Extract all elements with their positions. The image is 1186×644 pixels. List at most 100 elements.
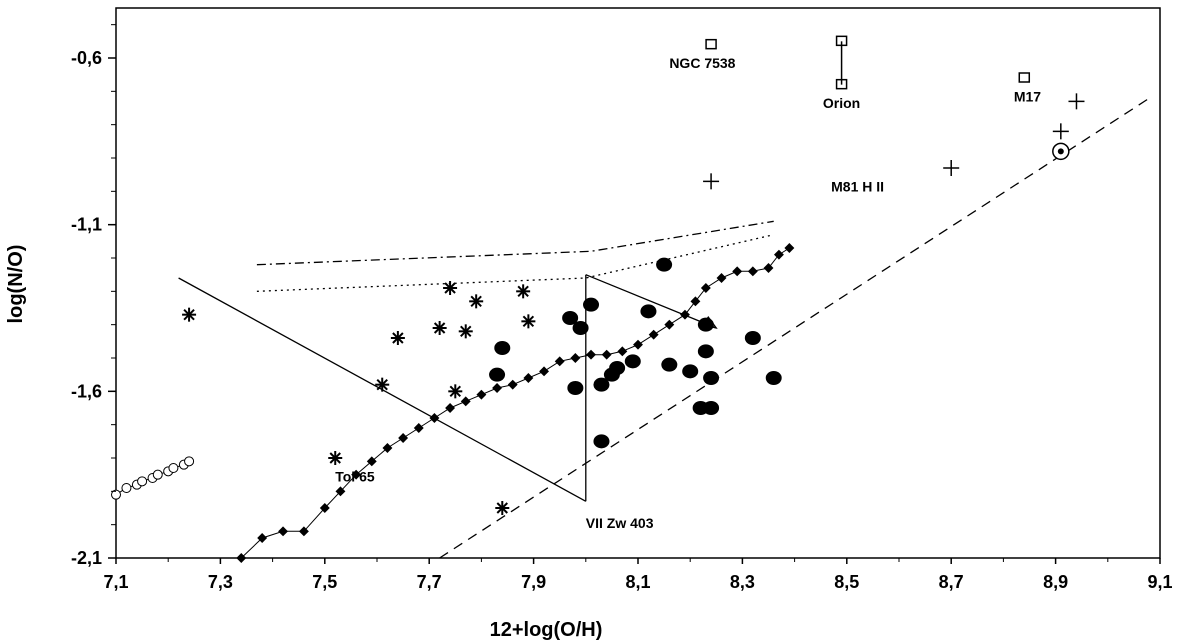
y-tick-label: -1,1 <box>71 215 102 235</box>
diamond-point <box>633 339 643 350</box>
asterisk-stroke <box>392 332 404 344</box>
asterisk-stroke <box>444 282 456 294</box>
open-circle-point <box>111 489 121 500</box>
open-circle-point <box>184 456 195 467</box>
diamond-point <box>523 373 534 383</box>
asterisk-stroke <box>433 322 446 334</box>
diamond-point <box>716 273 727 283</box>
diamond-point <box>429 413 440 423</box>
filled-circle-point <box>583 297 600 312</box>
asterisk-stroke <box>329 452 341 464</box>
diamond-point <box>298 526 309 537</box>
filled-circle-point <box>661 357 678 372</box>
diamond-point <box>763 263 774 273</box>
diamond-point <box>507 379 518 390</box>
asterisk-point <box>516 284 531 299</box>
plus-point <box>943 160 960 176</box>
asterisk-stroke <box>496 502 508 514</box>
filled-circle-point <box>593 377 610 392</box>
axis-ticks: 7,1 7,3 7,5 7,7 7,9 8,1 8,3 8,5 8,7 8,9 9,1 -0,6 -1,… <box>71 24 1173 592</box>
open-square-point <box>705 38 717 50</box>
y-tick-label: -2,1 <box>71 548 102 568</box>
diamond-point <box>664 319 675 330</box>
asterisk-stroke <box>449 385 462 398</box>
filled-circle-point <box>697 344 714 359</box>
filled-circle-point <box>640 304 657 319</box>
asterisk-point <box>469 294 484 309</box>
plus-point <box>703 173 720 190</box>
line-dash-dot <box>256 220 774 266</box>
diamond-point <box>570 353 581 363</box>
diamond-point <box>257 533 268 543</box>
asterisk-point <box>495 501 510 515</box>
filled-circle-point <box>572 321 589 335</box>
diamond-point <box>351 469 362 480</box>
diamond-point <box>601 349 612 360</box>
x-tick-label: 7,7 <box>417 572 442 592</box>
annotation-label: VII Zw 403 <box>586 515 654 531</box>
x-axis-title: 12+log(O/H) <box>490 619 603 641</box>
asterisk-stroke <box>470 295 482 308</box>
filled-circle-point <box>697 317 714 332</box>
asterisk-point <box>458 324 473 339</box>
annotation-label: NGC 7538 <box>669 55 735 71</box>
filled-circle-point <box>682 364 699 379</box>
line-dashed <box>439 97 1150 559</box>
asterisk-point <box>448 384 463 399</box>
filled-circle-point <box>765 371 782 385</box>
diamond-point <box>445 403 456 413</box>
plus-point <box>1068 93 1085 110</box>
annotation-label: M81 H II <box>831 178 884 194</box>
diamond-point <box>773 249 784 260</box>
annotation-label: M17 <box>1014 88 1041 104</box>
diamond-point <box>492 383 503 393</box>
asterisk-stroke <box>517 285 529 298</box>
filled-circle-point <box>562 311 579 325</box>
x-tick-label: 7,9 <box>521 572 546 592</box>
diamond-point <box>680 309 690 320</box>
asterisk-point <box>432 321 447 335</box>
filled-circle-point <box>703 371 720 385</box>
diamond-point <box>398 433 409 443</box>
filled-circle-point <box>567 381 584 395</box>
asterisk-stroke <box>376 378 388 391</box>
open-square-point <box>1018 72 1031 83</box>
y-tick-label: -1,6 <box>71 381 102 401</box>
x-tick-label: 9,1 <box>1147 572 1172 592</box>
annotation-label: Tol 65 <box>335 468 375 484</box>
x-tick-label: 8,7 <box>939 572 964 592</box>
filled-circle-point <box>489 367 506 382</box>
asterisk-stroke <box>522 315 535 328</box>
filled-circle-point <box>656 257 673 272</box>
target-dot <box>1057 148 1064 155</box>
asterisk-stroke <box>460 325 472 338</box>
open-circle-point <box>168 463 179 473</box>
diamond-point <box>319 503 330 513</box>
filled-circle-point <box>593 434 610 449</box>
filled-circle-point <box>609 361 626 375</box>
diamond-point <box>366 456 377 467</box>
diamond-point <box>586 349 596 360</box>
x-tick-label: 8,5 <box>834 572 859 592</box>
diamond-point <box>460 396 471 407</box>
asterisk-stroke <box>183 308 195 321</box>
diamond-point <box>617 346 628 357</box>
diamond-point <box>747 266 758 277</box>
x-tick-label: 7,5 <box>312 572 337 592</box>
y-tick-label: -0,6 <box>71 48 102 68</box>
asterisk-point <box>390 331 405 345</box>
plot-frame <box>115 7 1161 559</box>
annotations-layer: NGC 7538 Orion M17 M81 H II Tol 65 VII Zw 403 <box>335 55 1041 531</box>
open-circle-point <box>137 476 148 487</box>
x-tick-label: 8,1 <box>625 572 650 592</box>
diamond-point <box>700 283 711 293</box>
diamond-point <box>784 243 795 253</box>
asterisk-point <box>443 281 458 295</box>
x-tick-label: 7,1 <box>103 572 128 592</box>
asterisk-point <box>521 314 536 329</box>
filled-circle-point <box>703 401 720 415</box>
diamond-point <box>278 526 288 537</box>
line-dotted <box>256 234 774 292</box>
x-tick-label: 8,3 <box>730 572 755 592</box>
